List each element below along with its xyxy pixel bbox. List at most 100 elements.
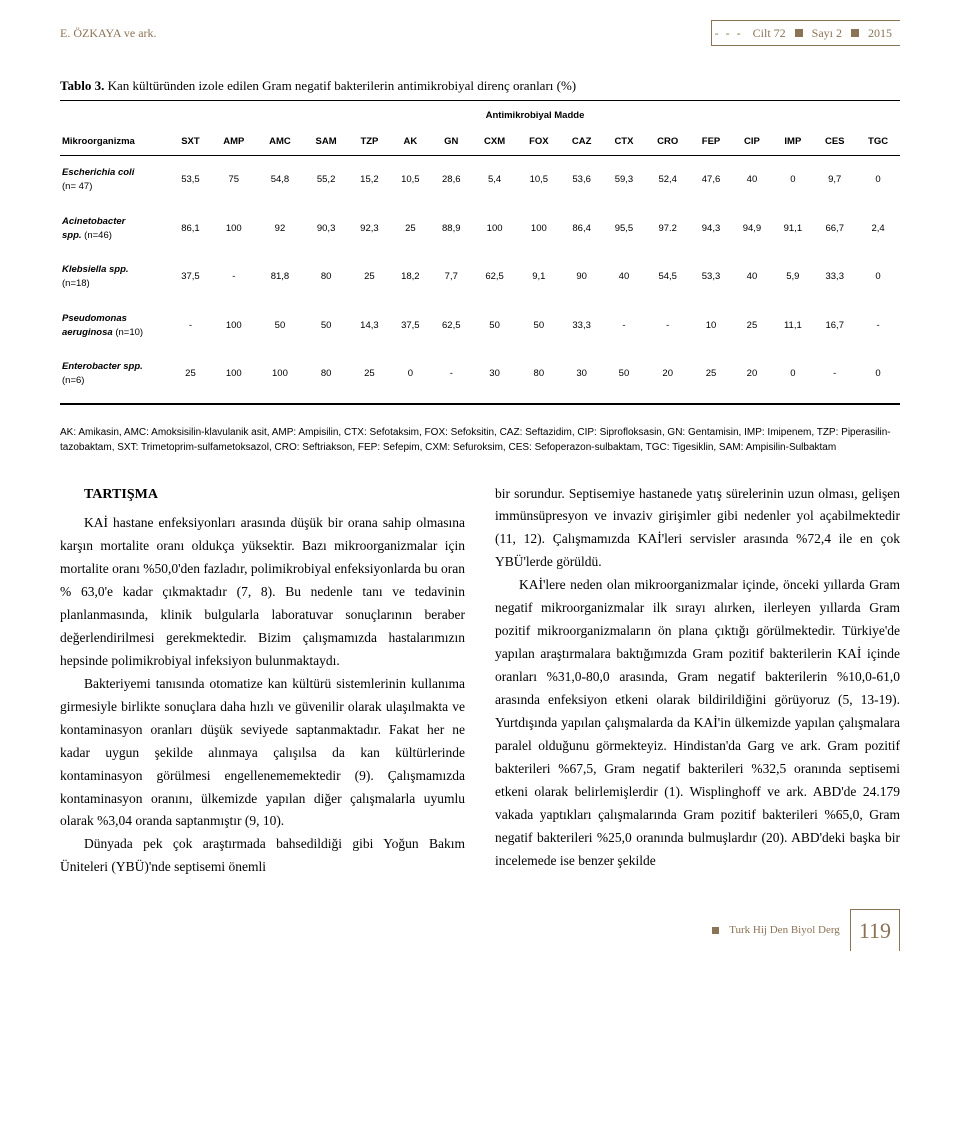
column-header: GN [431,129,472,156]
header-sayi: Sayı 2 [812,24,842,42]
header-issue: - - - Cilt 72 Sayı 2 2015 [711,20,900,46]
value-cell: 0 [856,350,900,404]
value-cell: 7,7 [431,253,472,302]
page-footer: Turk Hij Den Biyol Derg 119 [60,909,900,951]
value-cell: 0 [856,156,900,205]
value-cell: - [645,302,691,351]
section-title: TARTIŞMA [60,483,465,507]
value-cell: 53,6 [560,156,603,205]
value-cell: 20 [645,350,691,404]
organism-cell: Klebsiella spp.(n=18) [60,253,170,302]
value-cell: 40 [731,253,772,302]
value-cell: 0 [390,350,431,404]
right-column: bir sorundur. Septisemiye hastanede yatı… [495,483,900,880]
value-cell: 5,9 [772,253,813,302]
value-cell: 33,3 [813,253,856,302]
value-cell: 25 [349,253,390,302]
value-cell: 2,4 [856,205,900,254]
value-cell: 50 [303,302,349,351]
column-header: TZP [349,129,390,156]
value-cell: 50 [257,302,304,351]
value-cell: 52,4 [645,156,691,205]
table-caption: Tablo 3. Kan kültüründen izole edilen Gr… [60,76,900,96]
value-cell: 80 [303,253,349,302]
header-cilt: Cilt 72 [753,24,786,42]
column-header: CIP [731,129,772,156]
value-cell: 80 [517,350,560,404]
value-cell: 25 [390,205,431,254]
column-header: CXM [472,129,518,156]
value-cell: 54,5 [645,253,691,302]
value-cell: 16,7 [813,302,856,351]
paragraph: Bakteriyemi tanısında otomatize kan kült… [60,673,465,834]
value-cell: 100 [211,205,257,254]
value-cell: - [813,350,856,404]
value-cell: 53,5 [170,156,211,205]
value-cell: 92,3 [349,205,390,254]
resistance-table: Antimikrobiyal Madde Mikroorganizma SXTA… [60,100,900,405]
value-cell: 90,3 [303,205,349,254]
value-cell: 30 [472,350,518,404]
value-cell: 9,7 [813,156,856,205]
square-icon [851,29,859,37]
value-cell: 90 [560,253,603,302]
value-cell: 20 [731,350,772,404]
value-cell: 88,9 [431,205,472,254]
column-header: AK [390,129,431,156]
column-header: AMP [211,129,257,156]
paragraph: bir sorundur. Septisemiye hastanede yatı… [495,483,900,575]
value-cell: 30 [560,350,603,404]
value-cell: 100 [257,350,304,404]
value-cell: 11,1 [772,302,813,351]
organism-header: Mikroorganizma [60,129,170,156]
column-header: CAZ [560,129,603,156]
column-header: FOX [517,129,560,156]
value-cell: 59,3 [603,156,645,205]
value-cell: 25 [691,350,732,404]
value-cell: 55,2 [303,156,349,205]
value-cell: 40 [731,156,772,205]
value-cell: 47,6 [691,156,732,205]
table-caption-label: Tablo 3. [60,78,104,93]
value-cell: 14,3 [349,302,390,351]
value-cell: 97.2 [645,205,691,254]
column-header: SXT [170,129,211,156]
table-caption-text: Kan kültüründen izole edilen Gram negati… [108,78,577,93]
value-cell: 100 [211,350,257,404]
value-cell: 62,5 [431,302,472,351]
page-header: E. ÖZKAYA ve ark. - - - Cilt 72 Sayı 2 2… [60,20,900,46]
value-cell: 37,5 [390,302,431,351]
organism-cell: Acinetobacterspp. (n=46) [60,205,170,254]
value-cell: 37,5 [170,253,211,302]
left-column: TARTIŞMA KAİ hastane enfeksiyonları aras… [60,483,465,880]
paragraph: KAİ'lere neden olan mikroorganizmalar iç… [495,574,900,872]
value-cell: 100 [472,205,518,254]
value-cell: 50 [603,350,645,404]
value-cell: 5,4 [472,156,518,205]
value-cell: 100 [517,205,560,254]
footer-journal: Turk Hij Den Biyol Derg [729,922,840,939]
value-cell: 80 [303,350,349,404]
value-cell: 25 [731,302,772,351]
header-author: E. ÖZKAYA ve ark. [60,24,157,42]
table-super-header: Antimikrobiyal Madde [170,100,900,129]
column-header: FEP [691,129,732,156]
organism-cell: Pseudomonasaeruginosa (n=10) [60,302,170,351]
value-cell: - [211,253,257,302]
value-cell: 95,5 [603,205,645,254]
value-cell: 18,2 [390,253,431,302]
value-cell: 54,8 [257,156,304,205]
paragraph: Dünyada pek çok araştırmada bahsedildiği… [60,833,465,879]
table-row: Acinetobacterspp. (n=46)86,11009290,392,… [60,205,900,254]
value-cell: 28,6 [431,156,472,205]
value-cell: 10 [691,302,732,351]
organism-cell: Enterobacter spp.(n=6) [60,350,170,404]
dash-icon: - - - [715,24,743,42]
value-cell: 62,5 [472,253,518,302]
value-cell: 10,5 [390,156,431,205]
value-cell: - [431,350,472,404]
paragraph: KAİ hastane enfeksiyonları arasında düşü… [60,512,465,673]
value-cell: - [856,302,900,351]
value-cell: - [170,302,211,351]
value-cell: 0 [772,350,813,404]
